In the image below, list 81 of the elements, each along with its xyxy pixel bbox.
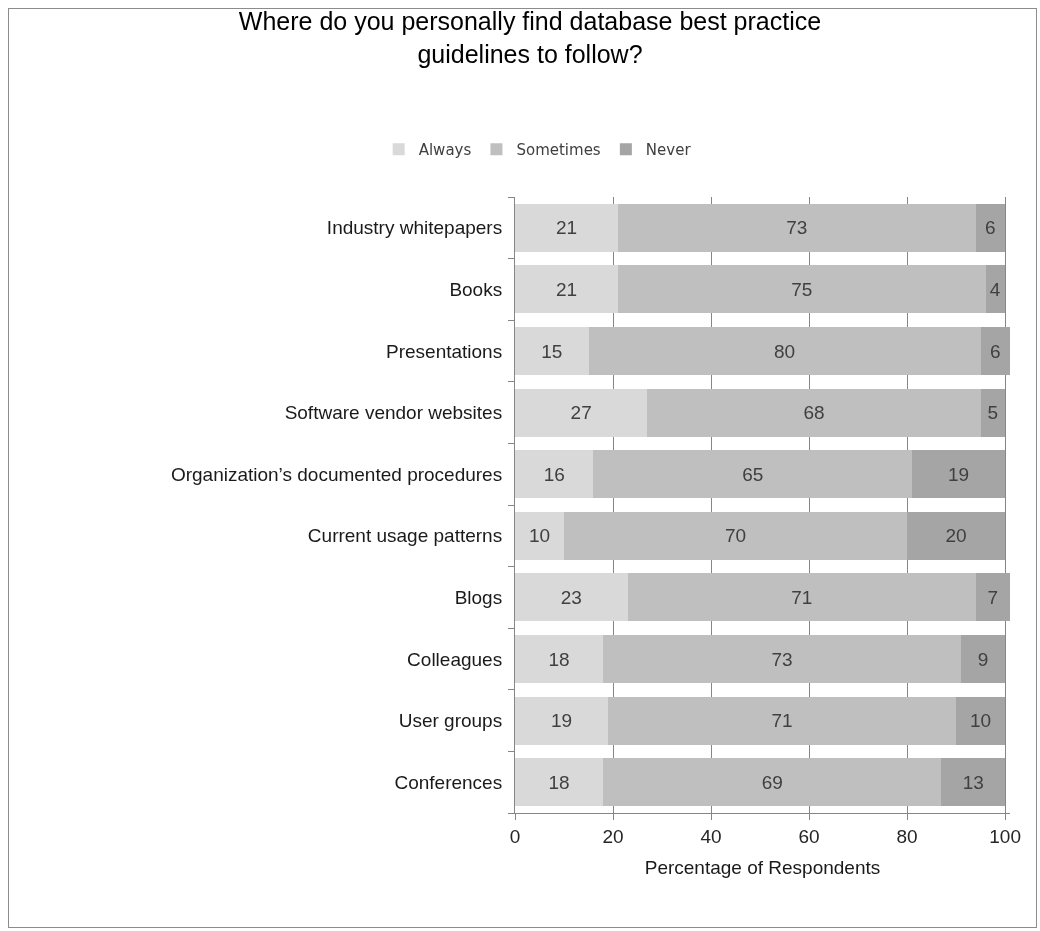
bar [603, 634, 961, 684]
bar [941, 758, 1006, 807]
bar [647, 388, 981, 437]
bar [564, 511, 908, 560]
data-label: 20 [945, 525, 967, 547]
data-label: 4 [989, 278, 1001, 300]
data-label: 6 [990, 340, 1001, 362]
bar [603, 758, 942, 807]
bar [980, 326, 1010, 376]
data-label: 65 [742, 463, 764, 485]
bar [911, 450, 1006, 499]
bar [588, 326, 981, 376]
data-label: 19 [947, 463, 970, 485]
legend-label: Sometimes [516, 141, 601, 160]
data-label: 6 [985, 217, 996, 239]
data-label: 71 [791, 586, 813, 608]
x-tick-label: 20 [602, 825, 624, 847]
bar [975, 573, 1010, 622]
data-label: 80 [773, 340, 796, 362]
y-tick-label: Industry whitepapers [326, 217, 503, 239]
bar [975, 203, 1006, 252]
data-label: 70 [724, 525, 747, 547]
bar [627, 573, 976, 622]
y-tick-label: User groups [398, 710, 503, 732]
bar [515, 634, 604, 684]
data-label: 15 [541, 340, 563, 362]
bar [985, 265, 1006, 314]
data-label: 9 [977, 648, 989, 670]
bar [907, 511, 1006, 560]
y-tick-label: Blogs [454, 587, 503, 609]
data-label: 27 [570, 402, 592, 424]
bar [593, 450, 912, 499]
data-label: 75 [791, 278, 813, 300]
bar [617, 265, 986, 314]
data-label: 69 [761, 771, 783, 793]
bar [960, 634, 1006, 684]
data-label: 23 [560, 586, 582, 608]
data-label: 18 [548, 648, 570, 670]
data-label: 7 [987, 586, 999, 608]
y-tick-label: Presentations [386, 340, 503, 362]
bar [617, 203, 976, 252]
y-tick-label: Conferences [394, 771, 503, 793]
x-tick-label: 0 [509, 825, 521, 847]
data-label: 73 [786, 217, 808, 239]
y-tick-label: Software vendor websites [284, 402, 503, 424]
x-tick-label: 100 [989, 825, 1021, 847]
legend-label: Never [645, 141, 692, 160]
data-label: 21 [555, 217, 578, 239]
data-label: 68 [803, 402, 825, 424]
bar [515, 696, 609, 745]
bar [515, 450, 594, 499]
bar [956, 696, 1006, 745]
data-label: 21 [555, 278, 578, 300]
data-label: 10 [528, 525, 551, 547]
bar [515, 573, 628, 622]
y-tick-label: Current usage patterns [307, 525, 503, 547]
data-label: 73 [771, 648, 793, 670]
bar [515, 265, 618, 314]
bar [515, 326, 589, 376]
data-label: 5 [987, 402, 999, 424]
x-axis-title: Percentage of Respondents [644, 856, 881, 878]
y-tick-label: Books [449, 279, 503, 301]
data-label: 16 [543, 463, 565, 485]
bar [515, 758, 604, 807]
bar [515, 511, 565, 560]
legend-label: Always [418, 141, 472, 160]
data-label: 71 [771, 710, 793, 732]
bar [608, 696, 957, 745]
bar [515, 203, 618, 252]
data-label: 10 [970, 710, 992, 732]
bar [515, 388, 648, 437]
chart-title: Where do you personally find database best practice guidelines to follow? [238, 7, 822, 68]
x-tick-label: 40 [700, 825, 722, 847]
x-tick-label: 60 [798, 825, 820, 847]
data-label: 13 [962, 771, 984, 793]
bar [980, 388, 1006, 437]
y-tick-label: Organization’s documented procedures [170, 463, 503, 485]
data-label: 19 [550, 710, 573, 732]
x-tick-label: 80 [896, 825, 918, 847]
y-tick-label: Colleagues [407, 648, 503, 670]
data-label: 18 [548, 771, 570, 793]
